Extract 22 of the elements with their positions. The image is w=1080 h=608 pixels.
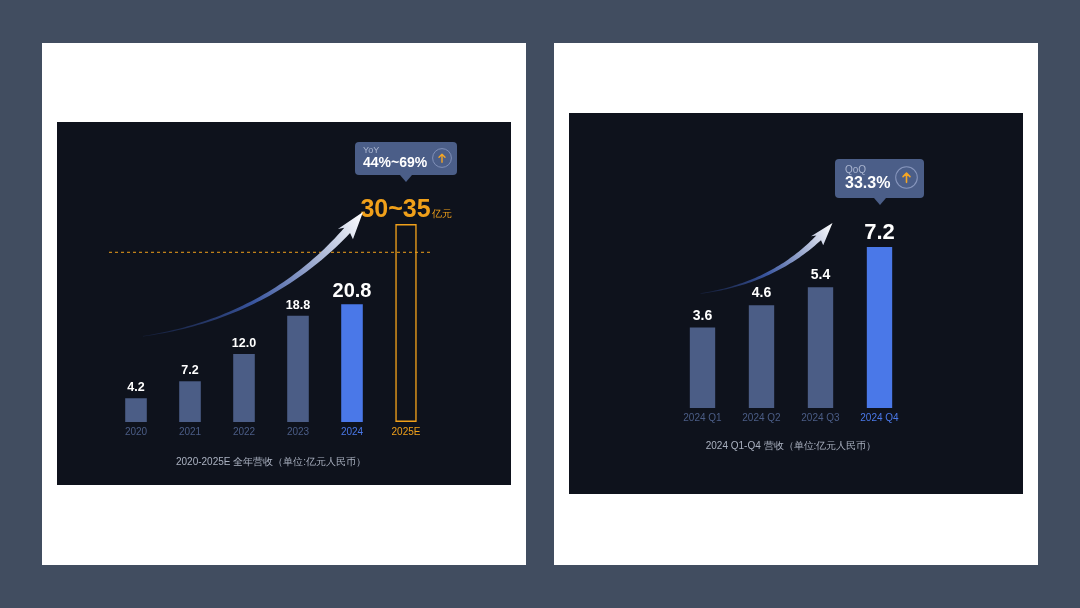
data-label: 18.8	[285, 297, 311, 312]
x-tick-label: 2025E	[391, 425, 421, 437]
x-tick-label: 2024 Q2	[742, 411, 782, 423]
data-label: 7.2	[181, 363, 199, 378]
x-tick-label: 2021	[178, 425, 202, 437]
data-label: 5.4	[810, 266, 831, 283]
x-tick-label: 2024 Q1	[683, 411, 723, 423]
x-tick-label: 2023	[286, 425, 310, 437]
data-label: 3.6	[692, 306, 713, 323]
x-tick-label: 2020	[124, 425, 148, 437]
data-label: 30~35亿元	[360, 194, 452, 222]
data-label: 4.6	[751, 284, 772, 301]
x-tick-label: 2022	[232, 425, 256, 437]
text: 2020-2025E 全年营收（单位:亿元人民币）	[175, 455, 367, 467]
x-tick-label: 2024 Q3	[801, 411, 841, 423]
data-label: 20.8	[332, 279, 372, 302]
data-label: 4.2	[127, 380, 145, 395]
text: 2024 Q1-Q4 营收（单位:亿元人民币）	[705, 439, 877, 451]
data-label: 12.0	[231, 336, 257, 351]
data-label: 7.2	[864, 219, 895, 244]
x-tick-label: 2024 Q4	[860, 411, 900, 423]
x-tick-label: 2024	[340, 425, 364, 437]
